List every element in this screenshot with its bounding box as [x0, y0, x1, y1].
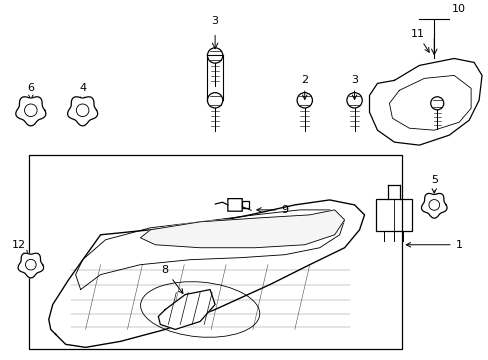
- Text: 7: 7: [0, 359, 1, 360]
- Text: 6: 6: [27, 84, 34, 99]
- Bar: [242, 201, 249, 208]
- Bar: [376, 199, 411, 231]
- Polygon shape: [421, 193, 446, 218]
- Text: 3: 3: [211, 15, 218, 26]
- Text: 5: 5: [430, 175, 437, 193]
- Polygon shape: [18, 253, 43, 278]
- Polygon shape: [158, 289, 215, 329]
- Text: 9: 9: [256, 205, 288, 215]
- Text: 3: 3: [350, 75, 357, 99]
- Text: 10: 10: [451, 4, 465, 14]
- Polygon shape: [16, 97, 46, 126]
- Polygon shape: [140, 210, 344, 248]
- Text: 1: 1: [406, 240, 462, 250]
- Text: 12: 12: [12, 240, 28, 255]
- Text: 4: 4: [79, 84, 86, 102]
- Text: 9: 9: [0, 359, 1, 360]
- Text: 11: 11: [409, 28, 428, 52]
- Polygon shape: [49, 200, 364, 347]
- Polygon shape: [369, 58, 481, 145]
- Bar: [29, 155, 402, 349]
- Text: 2: 2: [301, 75, 308, 99]
- Text: 8: 8: [162, 265, 183, 293]
- Polygon shape: [67, 97, 98, 126]
